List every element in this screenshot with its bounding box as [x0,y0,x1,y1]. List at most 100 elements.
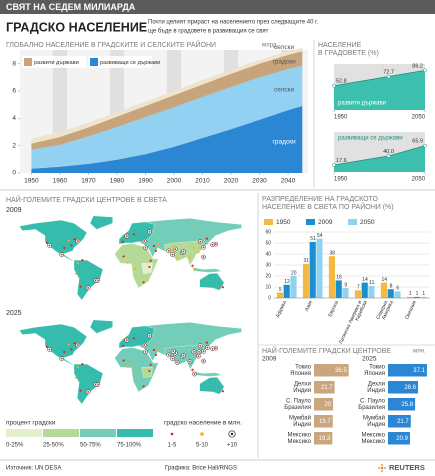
x-tick-label: 1980 [110,178,125,185]
city-dot [76,366,79,369]
logo-dot [384,467,386,469]
bar-value-label: 1 [409,291,412,297]
city-dot [214,243,217,246]
mini-area [334,70,425,110]
city-dot [199,240,202,243]
mini-value-label: 65.9 [412,139,423,145]
city-dot [134,371,137,374]
logo-dot [378,467,380,469]
mini-value-label: 17.6 [336,158,347,164]
x-tick-label: 2020 [224,178,239,185]
city-dot [202,246,205,249]
city-dot [81,363,84,366]
city-value-label: 20.9 [396,436,408,442]
x-tick-label: 1950 [334,177,348,183]
city-dot [191,264,194,267]
city-dot [192,350,195,353]
chart-title: В ГРАДОВЕТЕ (%) [318,50,379,57]
map-year: 2009 [6,207,22,214]
y-tick-label: 50 [265,240,271,246]
mini-point [423,68,427,73]
city-bar [314,381,335,394]
city-dot [188,256,192,259]
city-dot [122,359,125,362]
city-dot [214,347,217,350]
mini-point [423,143,427,148]
city-dot [96,279,99,282]
chart-title: ГЛОБАЛНО НАСЕЛЕНИЕ В ГРАДСКИТЕ И СЕЛСКИТ… [6,40,216,49]
bar [302,263,310,298]
mini-value-label: 40.0 [383,149,394,155]
area-layer [31,51,303,150]
city-label: Япония [364,371,385,377]
legend-label: 2050 [360,219,375,226]
city-dot [79,285,82,288]
city-dot [45,241,49,245]
bar [420,296,427,298]
legend-swatch [348,219,357,225]
x-category-label: Африка [275,300,288,319]
year-label: 2025 [362,356,377,363]
city-dot [154,353,157,357]
city-dot [148,334,151,337]
bar [354,290,362,298]
mini-label: развити държави [338,101,386,107]
legend-swatch [306,219,315,225]
mini-label: развиващи се държави [338,136,403,142]
legend-dot [170,432,174,436]
city-label: Индия [367,422,385,428]
title: ГРАДСКО НАСЕЛЕНИЕ [6,20,147,34]
world-map [18,319,242,405]
region [186,263,223,273]
legend-label: развиващи се държави [100,60,160,66]
city-dot [76,344,79,346]
city-label: Дехли [368,382,385,388]
y-tick-label: 10 [265,284,271,290]
city-dot [142,281,145,284]
city-value-label: 36.5 [335,368,347,374]
city-dot [134,267,137,270]
brand-logo [378,464,386,472]
city-dot [148,265,151,269]
city-dot [221,390,224,393]
bar-value-label: 14 [381,277,387,283]
city-bar [314,415,333,428]
banner [0,0,435,14]
mini-point [332,163,336,167]
x-tick-label: 2030 [252,178,267,185]
city-bar [388,415,411,428]
mini-point [386,154,391,158]
city-label: Мумбай [289,415,311,422]
x-tick-label: 1950 [334,115,348,121]
region [114,243,159,289]
logo-dot [381,470,383,472]
city-bar [388,432,410,445]
city-bar [314,398,333,411]
city-dot [121,240,125,243]
unit: млрд. [262,43,278,49]
city-dot [172,350,175,353]
y-tick-label: 40 [265,251,271,257]
city-bar [388,398,416,411]
legend-label: 1-5 [168,443,177,449]
city-dot [87,286,90,289]
bar [283,284,290,298]
city-dot [48,244,51,247]
legend-swatch [6,429,42,437]
region [141,367,153,378]
subtitle: ще бъде в градовете в развиващия се свят [148,29,269,35]
city-bar [388,364,427,377]
region [118,221,155,245]
bar [309,241,316,298]
bar-value-label: 38 [329,251,335,257]
legend-dot [200,432,204,436]
region [89,319,113,334]
mini-value-label: 86.2 [412,63,423,69]
city-dot [157,243,160,246]
area-layer [31,47,303,144]
city-dot [202,350,205,353]
bar-value-label: 20 [291,270,297,276]
city-value-label: 28.6 [404,385,416,391]
city-dot [191,368,194,371]
legend-dot [230,432,234,436]
